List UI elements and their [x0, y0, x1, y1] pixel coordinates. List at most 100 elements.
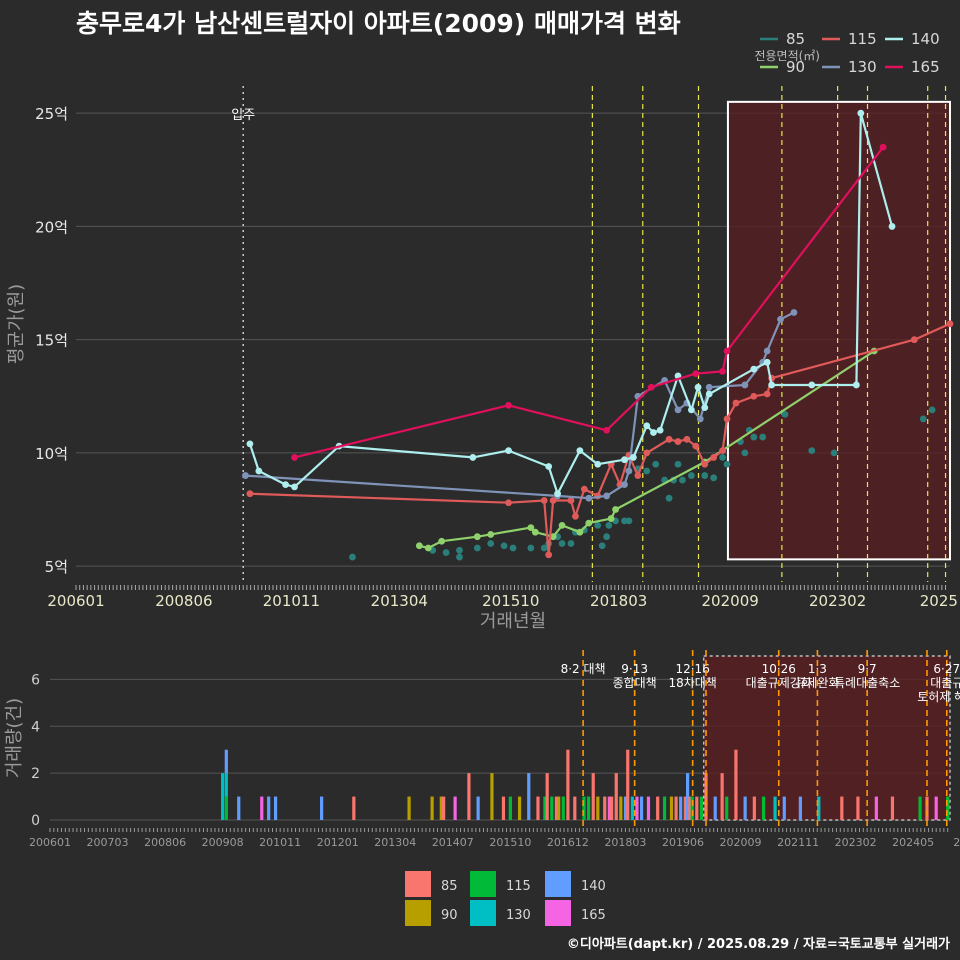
y-tick-label: 20억	[35, 218, 68, 236]
data-point-85	[540, 544, 548, 552]
volume-bar-115	[662, 796, 667, 820]
volume-bar-85	[688, 796, 692, 820]
bar-legend-swatch-130	[470, 900, 496, 926]
bar-x-tick-label: 201201	[317, 836, 359, 849]
volume-bar-90	[619, 796, 623, 820]
data-point-140	[545, 463, 553, 470]
volume-bar-90	[490, 773, 494, 820]
data-point-90	[415, 542, 423, 550]
volume-bar-90	[517, 796, 522, 820]
policy-label-line: 1·3	[808, 662, 827, 676]
volume-bar-115	[699, 796, 704, 820]
data-point-140	[469, 454, 477, 461]
volume-bar-140	[798, 796, 802, 820]
bar-legend-label-140: 140	[581, 879, 606, 894]
data-point-85	[603, 533, 611, 541]
volume-bar-85	[734, 749, 738, 820]
volume-bar-85	[545, 773, 549, 820]
volume-bar-85	[840, 796, 844, 820]
data-point-85	[701, 472, 709, 479]
data-point-140	[852, 381, 860, 389]
bar-x-tick-label: 201510	[489, 836, 531, 849]
legend-label-130: 130	[848, 58, 877, 76]
data-point-165	[291, 454, 298, 461]
policy-label-line: 토허제 해제	[917, 690, 960, 704]
highlight-box	[726, 100, 952, 561]
policy-label-line: 9·7	[858, 662, 877, 676]
volume-bar-85	[591, 773, 595, 820]
data-point-130	[621, 481, 628, 489]
volume-bar-85	[656, 796, 660, 820]
legend-label-140: 140	[911, 30, 940, 48]
bar-y-tick-label: 4	[31, 719, 40, 735]
series-line-115	[249, 322, 951, 556]
volume-bar-130	[817, 796, 821, 820]
volume-bar-115	[918, 796, 922, 820]
volume-bar-140	[476, 796, 480, 820]
x-tick-label: 202302	[809, 592, 866, 610]
volume-bar-140	[679, 796, 683, 820]
data-point-140	[701, 404, 709, 412]
data-point-85	[723, 460, 731, 468]
volume-bar-140	[224, 749, 228, 774]
data-point-115	[643, 449, 651, 457]
data-point-115	[634, 472, 642, 479]
data-point-85	[500, 542, 508, 550]
volume-bar-85	[352, 796, 356, 820]
move-in-label: 입주	[231, 108, 255, 123]
bar-x-tick-label: 200601	[29, 836, 71, 849]
volume-bar-85	[573, 796, 577, 820]
volume-bar-165	[453, 796, 457, 820]
data-point-115	[246, 490, 254, 498]
data-point-115	[674, 438, 682, 445]
bar-legend-swatch-115	[470, 871, 496, 897]
data-point-140	[857, 109, 865, 117]
volume-bar-165	[260, 796, 264, 820]
data-point-165	[647, 383, 655, 391]
data-point-140	[594, 460, 602, 468]
bar-x-tick-label: 200806	[144, 836, 186, 849]
volume-bar-90	[430, 796, 434, 820]
volume-bar-165	[635, 796, 639, 820]
legend-label-115: 115	[848, 30, 877, 48]
data-point-85	[643, 467, 651, 475]
series-line-130	[245, 311, 795, 500]
data-point-85	[710, 474, 718, 482]
policy-label: 12·16 18차대책	[668, 662, 716, 690]
bar-legend-label-115: 115	[506, 879, 531, 894]
x-tick-label: 201011	[263, 592, 320, 610]
data-point-85	[442, 549, 450, 556]
volume-bar-85	[554, 796, 558, 820]
bar-legend-label-85: 85	[441, 879, 458, 894]
data-point-85	[687, 472, 695, 479]
data-point-115	[683, 435, 691, 443]
chart-title: 충무로4가 남산센트럴자이 아파트(2009) 매매가격 변화	[76, 9, 681, 38]
volume-bar-85	[695, 796, 699, 820]
y-tick-label: 15억	[35, 332, 68, 350]
volume-bar-85	[683, 796, 687, 820]
data-point-85	[808, 447, 816, 455]
x-tick-label: 200601	[47, 592, 104, 610]
data-point-85	[598, 542, 606, 550]
volume-bar-165	[934, 796, 938, 820]
volume-bar-85	[720, 773, 724, 820]
data-point-115	[505, 499, 512, 507]
data-point-85	[928, 406, 936, 414]
data-point-85	[456, 546, 463, 554]
data-point-85	[781, 411, 789, 418]
volume-bar-85	[467, 773, 471, 820]
data-point-85	[567, 540, 575, 547]
volume-bar-90	[439, 796, 443, 820]
data-point-165	[719, 367, 726, 375]
bar-x-tick-label: 20250	[953, 836, 960, 849]
data-point-90	[607, 515, 615, 522]
data-point-140	[291, 483, 298, 491]
data-point-115	[946, 320, 954, 328]
volume-bar-85	[674, 796, 678, 820]
data-point-85	[487, 540, 495, 547]
volume-bar-85	[925, 796, 929, 820]
volume-bar-90	[557, 796, 561, 820]
data-point-90	[531, 528, 539, 536]
data-point-90	[585, 519, 593, 527]
bar-legend-swatch-165	[545, 900, 571, 926]
